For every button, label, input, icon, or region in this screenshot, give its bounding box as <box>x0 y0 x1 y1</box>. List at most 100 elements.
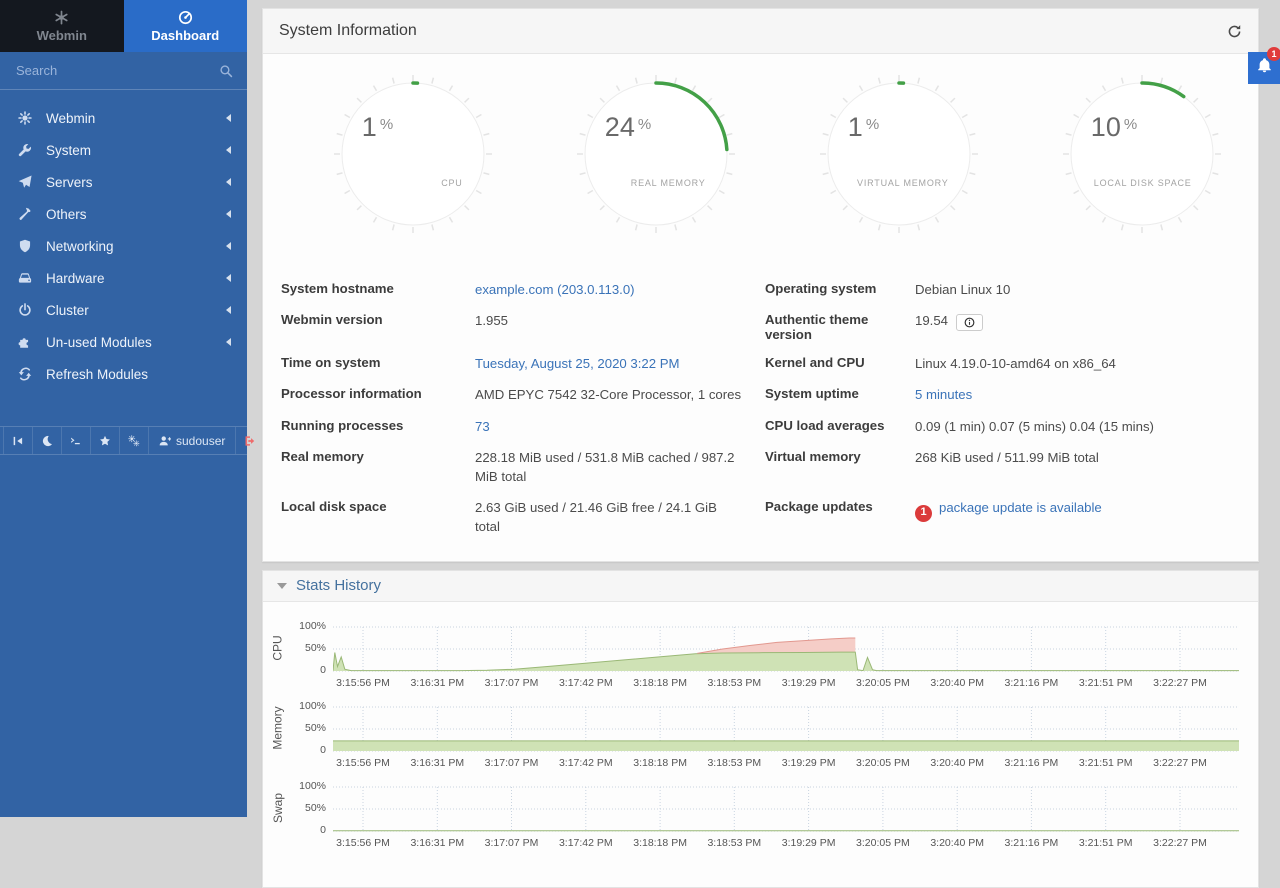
current-user-label: sudouser <box>176 434 225 448</box>
info-value-cell: Tuesday, August 25, 2020 3:22 PM <box>475 355 765 373</box>
gauge-real-memory: 24%REAL MEMORY <box>576 74 736 234</box>
page-title: System Information <box>279 22 417 40</box>
notifications-button[interactable]: 1 <box>1248 52 1280 84</box>
chart-axis-title: Memory <box>263 704 293 752</box>
theme-info-button[interactable] <box>956 314 983 331</box>
gauge-label: LOCAL DISK SPACE <box>1094 178 1192 188</box>
time-axis-label: 3:18:18 PM <box>633 677 687 689</box>
chart-axis-title: Swap <box>263 784 293 832</box>
sidebar-item-webmin[interactable]: Webmin <box>0 102 247 134</box>
star-icon <box>99 435 111 447</box>
bell-icon <box>1257 58 1272 78</box>
info-value-link[interactable]: package update is available <box>939 500 1102 515</box>
gears-icon <box>128 435 140 447</box>
sidebar-item-networking[interactable]: Networking <box>0 230 247 262</box>
sidebar-item-system[interactable]: System <box>0 134 247 166</box>
notification-count-badge: 1 <box>1267 47 1280 61</box>
info-value: 1.955 <box>475 313 508 328</box>
time-axis-label: 3:21:16 PM <box>1005 757 1059 769</box>
time-axis-label: 3:21:51 PM <box>1079 677 1133 689</box>
info-value-cell: 19.54 <box>915 312 1242 331</box>
chart-axis-title: CPU <box>263 624 293 672</box>
shield-icon <box>17 239 33 253</box>
collapse-sidebar-button[interactable] <box>3 427 33 454</box>
settings-button[interactable] <box>120 427 149 454</box>
gauge-local-disk-space: 10%LOCAL DISK SPACE <box>1062 74 1222 234</box>
hdd-icon <box>18 271 32 285</box>
terminal-button[interactable] <box>62 427 91 454</box>
search-input[interactable] <box>14 62 219 79</box>
time-axis-label: 3:22:27 PM <box>1153 837 1207 849</box>
wrench-icon <box>18 143 32 157</box>
terminal-icon <box>70 435 82 447</box>
sidebar-item-others[interactable]: Others <box>0 198 247 230</box>
info-value-cell: 1.955 <box>475 312 765 330</box>
info-value-cell: 228.18 MiB used / 531.8 MiB cached / 987… <box>475 449 765 486</box>
wrench-icon <box>17 143 33 157</box>
sidebar-item-un-used-modules[interactable]: Un-used Modules <box>0 326 247 358</box>
time-axis-label: 3:18:18 PM <box>633 837 687 849</box>
gauge-dial <box>576 74 736 234</box>
time-axis-label: 3:15:56 PM <box>336 837 390 849</box>
time-axis-label: 3:16:31 PM <box>410 757 464 769</box>
time-axis-label: 3:20:40 PM <box>930 837 984 849</box>
swap-chart <box>333 784 1239 832</box>
info-label: System hostname <box>281 281 475 296</box>
favorites-button[interactable] <box>91 427 120 454</box>
time-axis-label: 3:21:16 PM <box>1005 677 1059 689</box>
puzzle-icon <box>18 335 32 349</box>
hammer-icon <box>18 207 32 221</box>
puzzle-icon <box>17 335 33 349</box>
info-value-cell: AMD EPYC 7542 32-Core Processor, 1 cores <box>475 386 765 404</box>
info-value-link[interactable]: Tuesday, August 25, 2020 3:22 PM <box>475 356 680 371</box>
send-icon <box>18 175 32 189</box>
time-axis-label: 3:19:29 PM <box>782 837 836 849</box>
info-value-cell: 73 <box>475 418 765 436</box>
info-label: Kernel and CPU <box>765 355 915 370</box>
sidebar-item-cluster[interactable]: Cluster <box>0 294 247 326</box>
info-value: 228.18 MiB used / 531.8 MiB cached / 987… <box>475 450 735 483</box>
info-value-link[interactable]: example.com (203.0.113.0) <box>475 282 635 297</box>
info-value-cell: 1 package update is available <box>915 499 1242 521</box>
sidebar-item-refresh-modules[interactable]: Refresh Modules <box>0 358 247 390</box>
sidebar-item-label: Servers <box>46 175 213 190</box>
time-axis-label: 3:15:56 PM <box>336 677 390 689</box>
stats-history-title: Stats History <box>296 577 381 594</box>
info-value-link[interactable]: 5 minutes <box>915 387 972 402</box>
sidebar-footer: sudouser <box>0 426 247 455</box>
update-count-badge: 1 <box>915 505 932 522</box>
info-value-cell: Debian Linux 10 <box>915 281 1242 299</box>
time-axis-label: 3:17:42 PM <box>559 677 613 689</box>
user-icon <box>159 435 171 447</box>
sidebar-item-servers[interactable]: Servers <box>0 166 247 198</box>
tab-webmin[interactable]: Webmin <box>0 0 124 52</box>
stats-history-header[interactable]: Stats History <box>263 571 1258 602</box>
info-icon <box>964 317 975 328</box>
info-value-link[interactable]: 73 <box>475 419 490 434</box>
user-menu-button[interactable]: sudouser <box>149 427 236 454</box>
time-axis-label: 3:18:18 PM <box>633 757 687 769</box>
sidebar-item-hardware[interactable]: Hardware <box>0 262 247 294</box>
collapse-icon <box>12 435 24 447</box>
time-axis-label: 3:20:05 PM <box>856 677 910 689</box>
refresh-button[interactable] <box>1227 24 1242 39</box>
tab-dashboard[interactable]: Dashboard <box>124 0 248 52</box>
bell-icon <box>1257 58 1272 73</box>
time-axis-label: 3:18:53 PM <box>707 837 761 849</box>
info-value: Linux 4.19.0-10-amd64 on x86_64 <box>915 356 1116 371</box>
search-icon[interactable] <box>219 64 233 78</box>
gauge-value: 24% <box>605 112 651 143</box>
night-mode-button[interactable] <box>33 427 62 454</box>
info-value-cell: example.com (203.0.113.0) <box>475 281 765 299</box>
time-axis-label: 3:17:42 PM <box>559 837 613 849</box>
